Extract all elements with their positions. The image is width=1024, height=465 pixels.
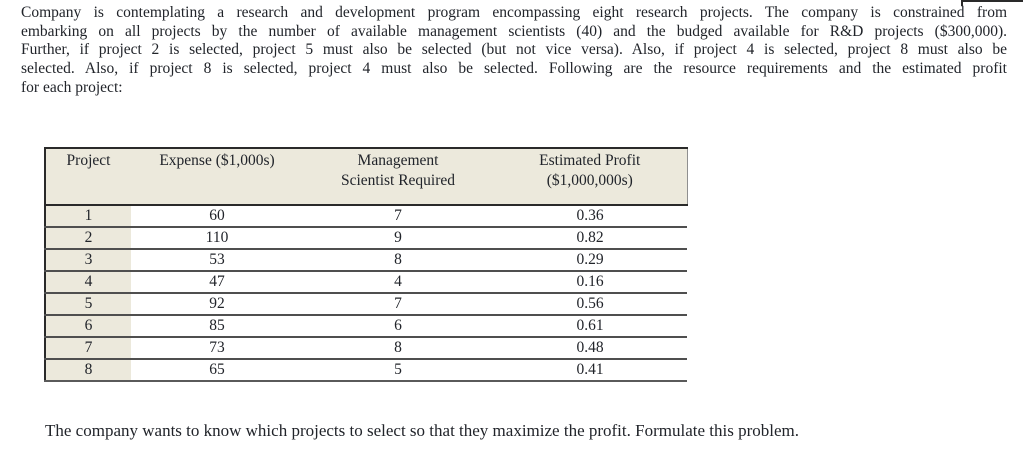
cell-expense: 60 [131,205,303,228]
cell-profit: 0.16 [493,271,687,294]
cell-project: 7 [44,337,131,360]
cell-project: 2 [44,227,131,250]
paragraph-line: Company is contemplating a research and … [21,4,1007,21]
task-instruction-sentence: The company wants to know which projects… [45,421,799,440]
cell-project: 5 [44,293,131,316]
table-row: 5 92 7 0.56 [44,293,687,316]
cell-profit: 0.82 [493,227,687,250]
cell-expense: 110 [131,227,303,250]
table-row: 7 73 8 0.48 [44,337,687,360]
header-expense-label: Expense ($1,000s) [159,152,275,169]
header-expense: Expense ($1,000s) [131,147,303,206]
cell-project: 1 [44,205,131,228]
header-management-scientist: Management Scientist Required [303,147,493,206]
table-row: 2 110 9 0.82 [44,227,687,250]
cell-scientists: 8 [303,337,493,360]
table-row: 8 65 5 0.41 [44,359,687,382]
header-profit-label2: ($1,000,000s) [546,171,633,189]
paragraph-line: embarking on all projects by the number … [21,22,1007,40]
table-row: 4 47 4 0.16 [44,271,687,294]
cell-expense: 47 [131,271,303,294]
cell-profit: 0.29 [493,249,687,272]
cell-scientists: 9 [303,227,493,250]
cell-scientists: 5 [303,359,493,382]
cell-project: 3 [44,249,131,272]
cell-scientists: 6 [303,315,493,338]
projects-resource-table: Project Expense ($1,000s) Management Sci… [44,147,688,382]
cell-scientists: 7 [303,293,493,316]
cell-project: 4 [44,271,131,294]
cell-scientists: 4 [303,271,493,294]
cell-project: 6 [44,315,131,338]
table-row: 3 53 8 0.29 [44,249,687,272]
cell-scientists: 8 [303,249,493,272]
table-row: 1 60 7 0.36 [44,205,687,228]
header-management-label2: Scientist Required [340,171,456,189]
table-header-row: Project Expense ($1,000s) Management Sci… [44,147,688,206]
cell-scientists: 7 [303,205,493,228]
cell-profit: 0.36 [493,205,687,228]
corner-box-fragment [961,0,1023,6]
cell-expense: 53 [131,249,303,272]
problem-statement-paragraph: Company is contemplating a research and … [21,4,1007,98]
cell-expense: 65 [131,359,303,382]
cell-expense: 92 [131,293,303,316]
header-profit-label: Estimated Profit [539,152,641,169]
cell-expense: 85 [131,315,303,338]
paragraph-line: Further, if project 2 is selected, proje… [21,41,1007,59]
table-row: 6 85 6 0.61 [44,315,687,338]
cell-profit: 0.48 [493,337,687,360]
paragraph-line: for each project: [21,78,123,96]
header-management-label: Management [357,152,439,169]
header-project: Project [44,147,131,206]
cell-project: 8 [44,359,131,382]
cell-profit: 0.41 [493,359,687,382]
header-estimated-profit: Estimated Profit ($1,000,000s) [493,147,688,206]
cell-expense: 73 [131,337,303,360]
cell-profit: 0.56 [493,293,687,316]
header-project-label: Project [66,152,111,169]
cell-profit: 0.61 [493,315,687,338]
paragraph-line: selected. Also, if project 8 is selected… [21,60,1007,78]
